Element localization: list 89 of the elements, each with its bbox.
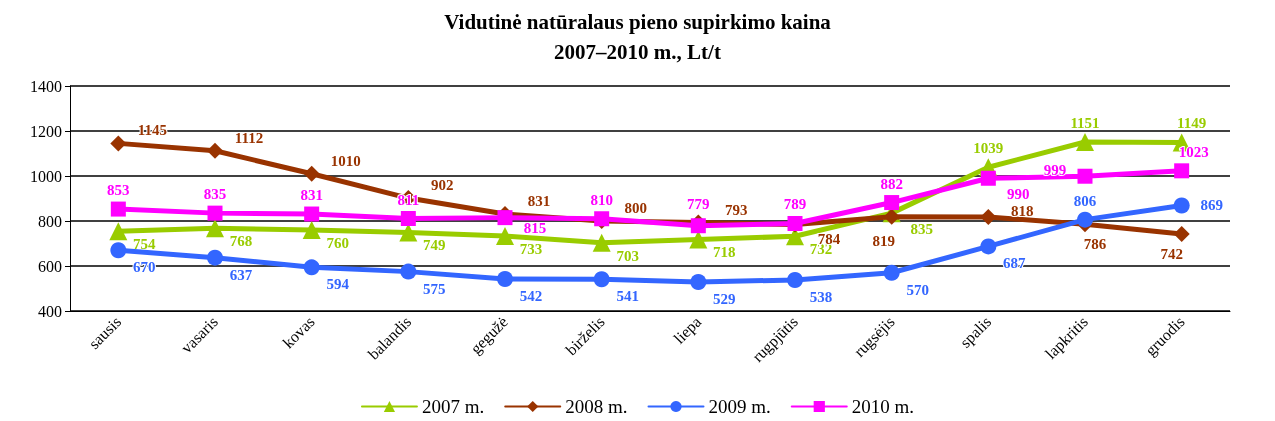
data-label: 703 (616, 247, 639, 264)
point (787, 271, 803, 288)
point (1077, 168, 1093, 184)
data-label: 570 (906, 281, 929, 298)
data-label: 815 (523, 219, 547, 236)
data-label: 818 (1011, 202, 1034, 219)
point (303, 259, 320, 276)
data-label: 990 (1007, 186, 1030, 203)
data-label: 594 (326, 276, 350, 293)
y-tick-label: 800 (38, 212, 62, 230)
data-label: 789 (783, 196, 807, 213)
data-label: 779 (687, 195, 710, 212)
legend-label: 2010 m. (851, 396, 915, 417)
data-label: 637 (229, 266, 253, 283)
point (496, 227, 514, 246)
data-label: 541 (616, 288, 639, 305)
data-label: 810 (590, 191, 613, 208)
data-label: 575 (423, 280, 446, 297)
point (302, 221, 321, 239)
data-label: 806 (1073, 192, 1097, 209)
point (497, 271, 513, 288)
point (1076, 133, 1094, 152)
point (884, 195, 900, 211)
point (883, 264, 900, 281)
point (207, 205, 223, 221)
data-label: 831 (300, 187, 323, 204)
chart-title: Vidutinė natūralaus pieno supirkimo kaina (444, 10, 832, 34)
data-label: 1149 (1177, 115, 1207, 132)
point (1174, 163, 1190, 179)
point (690, 273, 707, 290)
point (1173, 226, 1190, 243)
data-label: 835 (910, 221, 933, 238)
data-label: 999 (1043, 162, 1067, 179)
data-label: 1112 (234, 129, 264, 146)
legend-label: 2008 m. (565, 396, 628, 417)
point (980, 170, 996, 186)
data-label: 760 (326, 235, 349, 251)
data-label: 835 (203, 186, 227, 203)
y-tick-label: 1200 (30, 122, 62, 140)
data-label: 819 (872, 232, 895, 249)
point (883, 208, 900, 225)
data-label: 831 (527, 193, 551, 210)
data-label: 749 (423, 237, 446, 254)
point (206, 219, 224, 238)
point (110, 135, 127, 152)
point (207, 142, 223, 159)
point (400, 263, 417, 280)
point (303, 165, 320, 182)
point (1173, 197, 1190, 214)
legend-label: 2009 m. (708, 396, 771, 417)
data-label: 1039 (973, 140, 1004, 157)
point (109, 222, 128, 241)
data-label: 882 (880, 175, 903, 192)
y-tick-label: 1400 (30, 77, 62, 95)
y-tick-label: 400 (38, 302, 62, 320)
point (1077, 211, 1093, 228)
point (497, 210, 513, 226)
data-label: 718 (713, 244, 736, 261)
chart-subtitle: 2007–2010 m., Lt/t (554, 40, 721, 64)
data-label: 768 (229, 233, 253, 250)
point (207, 249, 223, 266)
point (980, 208, 997, 225)
data-label: 800 (624, 200, 647, 216)
y-tick-label: 1000 (30, 167, 62, 185)
data-label: 754 (133, 236, 157, 253)
data-label: 538 (809, 288, 833, 305)
data-label: 793 (725, 201, 748, 218)
point (690, 218, 706, 234)
legend-label: 2007 m. (421, 396, 485, 417)
data-label: 902 (431, 177, 454, 194)
point (400, 211, 416, 227)
data-label: 853 (107, 182, 130, 199)
data-label: 733 (519, 241, 543, 258)
point (592, 233, 611, 252)
data-label: 1151 (1070, 115, 1100, 132)
data-label: 1010 (330, 152, 361, 169)
y-tick-label: 600 (38, 257, 62, 275)
point (110, 201, 126, 217)
data-label: 542 (519, 288, 543, 305)
data-label: 1023 (1178, 143, 1209, 160)
data-label: 869 (1200, 197, 1223, 214)
x-tick-label: liepa (670, 312, 706, 348)
data-label: 742 (1160, 246, 1183, 263)
point (110, 242, 127, 259)
data-label: 529 (713, 290, 736, 307)
point (593, 271, 610, 288)
point (980, 238, 997, 255)
data-label: 786 (1083, 236, 1107, 253)
point (304, 206, 320, 222)
